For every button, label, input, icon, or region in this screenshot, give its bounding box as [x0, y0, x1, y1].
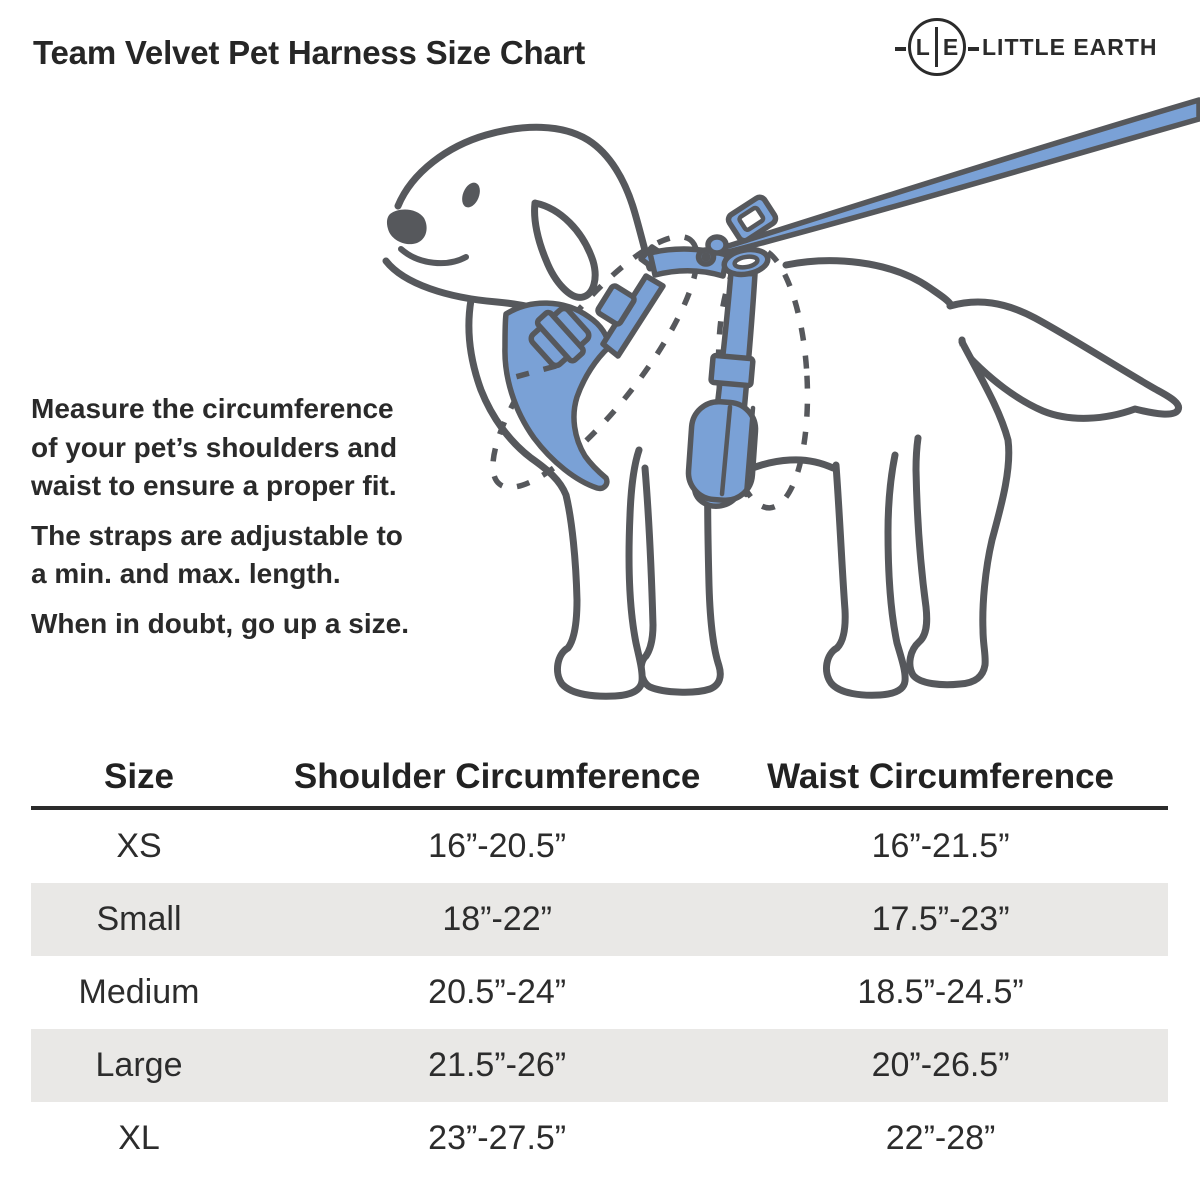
brand-logo: L E LITTLE EARTH	[895, 18, 1158, 76]
waist-cell: 20”-26.5”	[871, 1046, 1010, 1084]
instruction-straps: The straps are adjustable to a min. and …	[31, 519, 403, 590]
table-header-rule	[31, 806, 1168, 810]
monogram-letter-l: L	[915, 33, 930, 60]
dog-head-outline	[394, 123, 654, 272]
size-table-header: Size Shoulder Circumference Waist Circum…	[31, 748, 1168, 806]
leash-swivel-link	[705, 234, 729, 256]
shoulder-cell: 18”-22”	[442, 900, 552, 938]
harness-side-buckle	[708, 352, 756, 389]
dog-eye	[462, 182, 480, 208]
size-cell: XL	[118, 1119, 160, 1157]
shoulder-cell: 20.5”-24”	[428, 973, 567, 1011]
waist-cell: 17.5”-23”	[871, 900, 1010, 938]
shoulder-cell: 21.5”-26”	[428, 1046, 567, 1084]
col-header-waist: Waist Circumference	[767, 757, 1114, 796]
waist-cell: 18.5”-24.5”	[857, 973, 1024, 1011]
col-header-size: Size	[103, 757, 175, 796]
instruction-size-up: When in doubt, go up a size.	[31, 607, 409, 639]
harness-strap-keeper	[595, 283, 637, 327]
table-row: XS 16”-20.5” 16”-21.5”	[31, 810, 1168, 883]
dog-far-front-leg	[637, 464, 724, 696]
size-table: Size Shoulder Circumference Waist Circum…	[31, 748, 1168, 1175]
col-header-shoulder: Shoulder Circumference	[293, 757, 701, 796]
size-cell: XS	[116, 827, 162, 865]
shoulder-cell: 23”-27.5”	[428, 1119, 567, 1157]
dog-far-hind-leg	[906, 338, 1013, 689]
dog-ear	[531, 199, 599, 301]
little-earth-monogram-icon: L E	[895, 18, 979, 76]
waist-cell: 22”-28”	[885, 1119, 996, 1157]
chest-dash-overlay	[503, 363, 557, 383]
table-row: Small 18”-22” 17.5”-23”	[31, 883, 1168, 956]
size-cell: Large	[95, 1046, 183, 1084]
dog-tail	[946, 298, 1182, 422]
page-title: Team Velvet Pet Harness Size Chart	[33, 34, 586, 71]
pad-strap-line-left	[719, 404, 733, 497]
harness-d-ring-hole	[732, 254, 760, 270]
dog-back	[782, 257, 955, 309]
dog-nose	[386, 209, 427, 245]
harness-belly-pad	[685, 398, 759, 504]
table-row: Large 21.5”-26” 20”-26.5”	[31, 1029, 1168, 1102]
waist-cell: 16”-21.5”	[871, 827, 1010, 865]
logo-left-tick	[895, 47, 906, 51]
dog-outline	[382, 123, 1182, 700]
pad-strap-line-right	[743, 405, 756, 498]
leash	[695, 97, 1200, 267]
monogram-divider	[934, 27, 938, 67]
measuring-instructions: Measure the circumference of your pet’s …	[31, 390, 481, 654]
shoulder-cell: 16”-20.5”	[428, 827, 567, 865]
size-cell: Medium	[78, 973, 200, 1011]
brand-name: LITTLE EARTH	[982, 33, 1158, 60]
logo-right-tick	[968, 47, 979, 51]
table-row: XL 23”-27.5” 22”-28”	[31, 1102, 1168, 1175]
harness-chest-buckle	[528, 305, 592, 369]
size-cell: Small	[96, 900, 182, 938]
dog-near-hind-leg	[822, 451, 909, 699]
harness	[502, 244, 771, 509]
leash-band	[719, 97, 1200, 255]
dog-mouth	[398, 246, 469, 267]
monogram-letter-e: E	[942, 33, 959, 60]
table-row: Medium 20.5”-24” 18.5”-24.5”	[31, 956, 1168, 1029]
instruction-measure: Measure the circumference of your pet’s …	[31, 393, 398, 501]
leash-slider	[725, 194, 779, 244]
leash-swivel-hole	[701, 252, 711, 262]
harness-side-strap	[714, 269, 758, 415]
